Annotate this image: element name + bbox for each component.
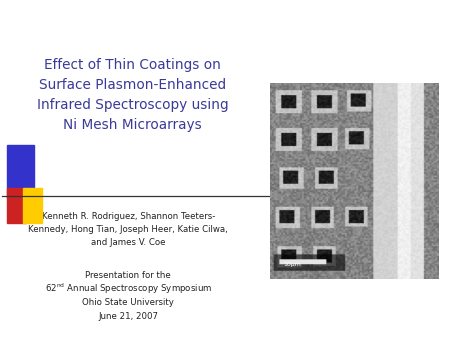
Text: Effect of Thin Coatings on
Surface Plasmon-Enhanced
Infrared Spectroscopy using
: Effect of Thin Coatings on Surface Plasm…: [37, 57, 229, 132]
Text: June 21, 2007: June 21, 2007: [98, 312, 158, 320]
Bar: [23, 188, 42, 223]
Bar: [7, 188, 26, 223]
Text: Kenneth R. Rodriguez, Shannon Teeters-
Kennedy, Hong Tian, Joseph Heer, Katie Ci: Kenneth R. Rodriguez, Shannon Teeters- K…: [28, 213, 228, 247]
Bar: [7, 145, 34, 198]
Text: 10µm: 10µm: [284, 262, 302, 267]
Text: Ohio State University: Ohio State University: [82, 298, 174, 307]
Text: Presentation for the: Presentation for the: [86, 271, 171, 280]
Text: 62$^{\mathregular{nd}}$ Annual Spectroscopy Symposium: 62$^{\mathregular{nd}}$ Annual Spectrosc…: [45, 282, 212, 296]
